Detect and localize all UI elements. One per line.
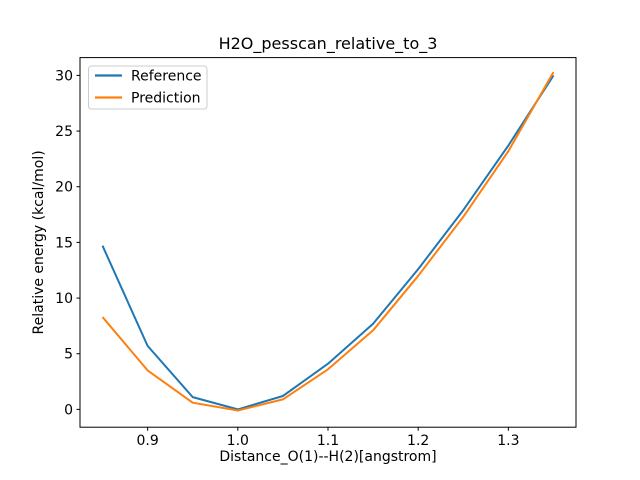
series-line-prediction [101,71,555,412]
legend-label-reference: Reference [131,69,202,85]
y-tick-label: 20 [55,180,73,196]
x-tick-label: 1.2 [407,433,429,449]
y-tick-label: 15 [55,235,73,251]
y-axis-label: Relative energy (kcal/mol) [31,150,47,334]
y-tick-label: 25 [55,124,73,140]
chart-title: H2O_pesscan_relative_to_3 [219,34,438,54]
x-axis-label: Distance_O(1)--H(2)[angstrom] [219,449,436,465]
x-tick-label: 1.0 [227,433,249,449]
y-axis-ticks: 0 5 10 15 20 25 30 [55,68,80,418]
y-tick-label: 30 [55,68,73,84]
series-lines [101,71,555,412]
series-line-reference [101,74,555,411]
legend: Reference Prediction [88,65,208,110]
x-tick-label: 1.3 [497,433,519,449]
y-tick-label: 5 [64,347,73,363]
legend-label-prediction: Prediction [131,91,201,107]
x-tick-label: 1.1 [317,433,339,449]
axes-frame [79,57,577,428]
y-tick-label: 0 [64,402,73,418]
x-tick-label: 0.9 [137,433,159,449]
y-tick-label: 10 [55,291,73,307]
x-axis-ticks: 0.9 1.0 1.1 1.2 1.3 [137,427,519,449]
